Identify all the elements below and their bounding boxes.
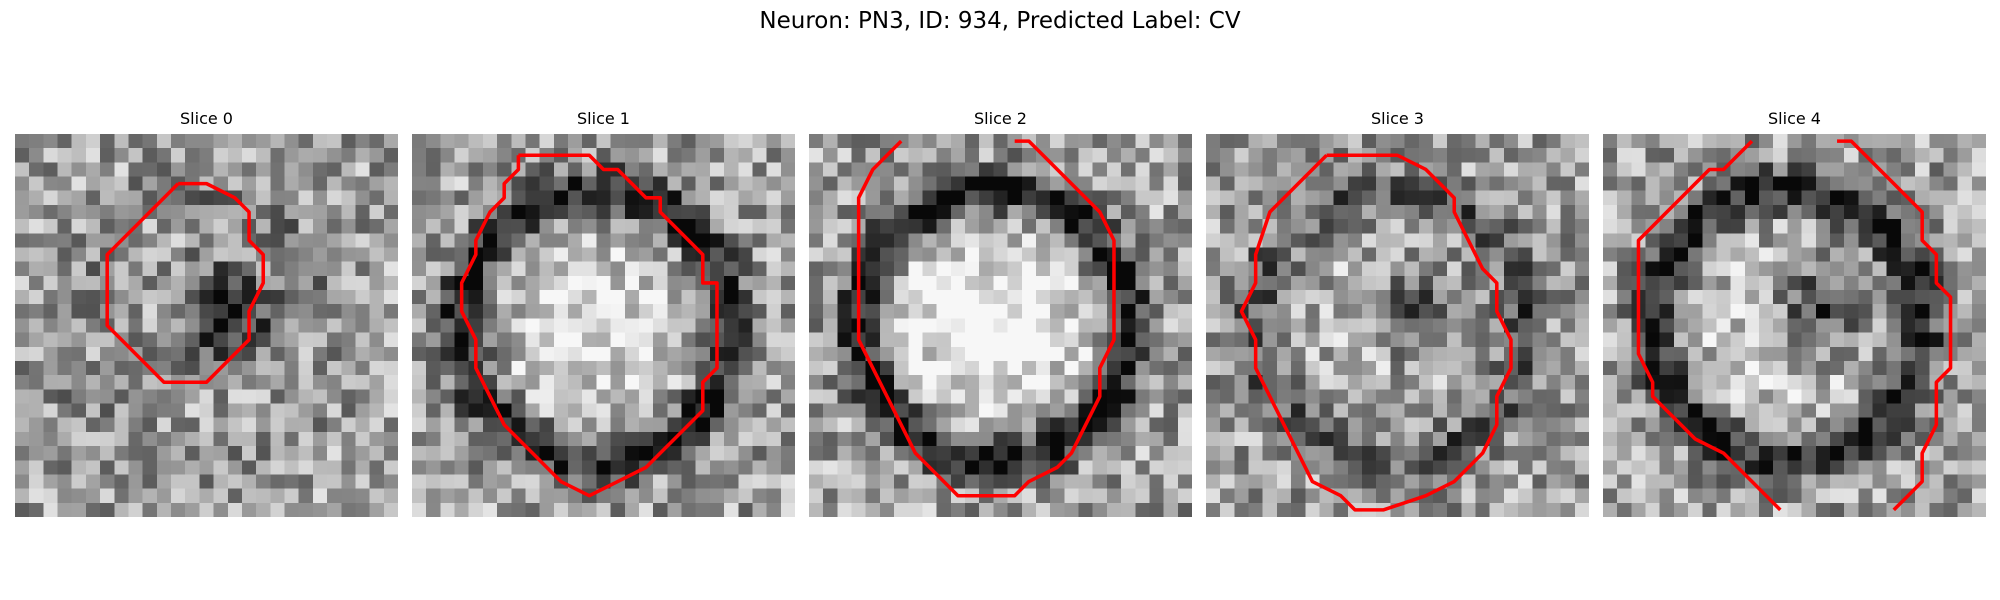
contour-line	[459, 153, 719, 498]
slice-title: Slice 2	[974, 109, 1027, 128]
slice-title: Slice 3	[1371, 109, 1424, 128]
slice-image	[809, 134, 1192, 517]
slice-title: Slice 1	[577, 109, 630, 128]
contour-line	[1636, 139, 1782, 512]
contour-line	[856, 139, 1116, 498]
slice-title: Slice 0	[180, 109, 233, 128]
slice-title: Slice 4	[1768, 109, 1821, 128]
contour-line	[105, 181, 266, 385]
figure-title: Neuron: PN3, ID: 934, Predicted Label: C…	[759, 8, 1241, 34]
slice-image	[1206, 134, 1589, 517]
slice-panel: Slice 3	[1206, 108, 1589, 517]
slice-image	[1603, 134, 1986, 517]
slice-panel: Slice 4	[1603, 108, 1986, 517]
slice-image	[412, 134, 795, 517]
slice-panel: Slice 1	[412, 108, 795, 517]
contour-line	[1239, 153, 1513, 512]
slice-image	[15, 134, 398, 517]
contour-line	[1837, 139, 1953, 512]
slice-panel: Slice 0	[15, 108, 398, 517]
slice-panel: Slice 2	[809, 108, 1192, 517]
